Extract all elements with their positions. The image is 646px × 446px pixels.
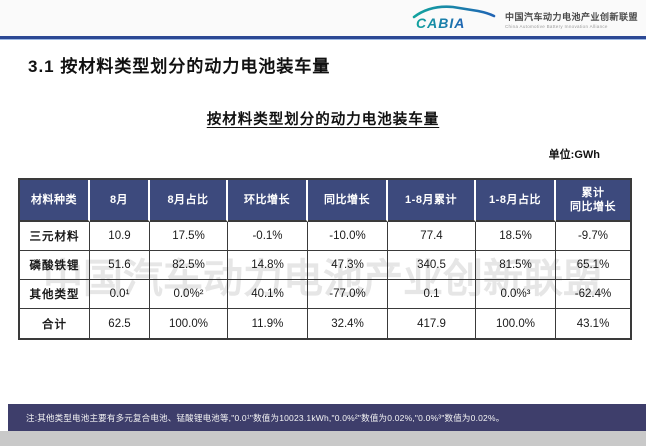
unit-label: 单位:GWh bbox=[548, 149, 600, 161]
column-header-2: 8月占比 bbox=[150, 180, 228, 222]
footer-bar: 注:其他类型电池主要有多元复合电池、锰酸锂电池等,"0.0¹"数值为10023.… bbox=[8, 404, 646, 431]
table-cell: 62.5 bbox=[90, 309, 150, 338]
table-cell: 100.0% bbox=[150, 309, 228, 338]
column-header-4: 同比增长 bbox=[308, 180, 388, 222]
chart-title: 按材料类型划分的动力电池装车量 bbox=[206, 112, 440, 128]
table-cell: 65.1% bbox=[556, 251, 630, 280]
row-label: 磷酸铁锂 bbox=[20, 251, 90, 280]
table-cell: 47.3% bbox=[308, 251, 388, 280]
cabia-logo-icon: CABIA bbox=[412, 5, 496, 31]
table-cell: 81.5% bbox=[476, 251, 556, 280]
row-label: 三元材料 bbox=[20, 222, 90, 251]
table-cell: 11.9% bbox=[228, 309, 308, 338]
table-cell: 77.4 bbox=[388, 222, 476, 251]
table-cell: -9.7% bbox=[556, 222, 630, 251]
table-cell: 100.0% bbox=[476, 309, 556, 338]
table-cell: 51.6 bbox=[90, 251, 150, 280]
org-name-cn: 中国汽车动力电池产业创新联盟 bbox=[504, 11, 638, 22]
table-body: 三元材料 10.9 17.5% -0.1% -10.0% 77.4 18.5% -9.7% 磷酸… bbox=[20, 222, 630, 338]
row-label: 合计 bbox=[20, 309, 90, 338]
table-cell: 82.5% bbox=[150, 251, 228, 280]
row-label: 其他类型 bbox=[20, 280, 90, 309]
table-container: 中国汽车动力电池产业创新联盟 材料种类 8月 8月占比 环比增长 同比增长 1-8月累计 1… bbox=[18, 178, 632, 340]
table-head: 材料种类 8月 8月占比 环比增长 同比增长 1-8月累计 1-8月占比 累计 同比增长 bbox=[20, 180, 630, 222]
org-name-en: China Automotive Battery Innovation Alli… bbox=[504, 23, 608, 29]
column-header-7: 累计 同比增长 bbox=[556, 180, 630, 222]
logo: CABIA 中国汽车动力电池产业创新联盟 China Automotive Ba… bbox=[406, 4, 638, 34]
table-cell: 0.0%³ bbox=[476, 280, 556, 309]
table-cell: 0.0%² bbox=[150, 280, 228, 309]
table-cell: -0.1% bbox=[228, 222, 308, 251]
table-cell: 417.9 bbox=[388, 309, 476, 338]
bottom-strip bbox=[0, 431, 646, 446]
table-cell: 18.5% bbox=[476, 222, 556, 251]
table-cell: 43.1% bbox=[576, 317, 610, 330]
section-title: 3.1 按材料类型划分的动力电池装车量 bbox=[28, 57, 331, 76]
table-row-2: 其他类型 0.0¹ 0.0%² 40.1% -77.0% 0.1 0.0%³ -62.4% bbox=[20, 280, 630, 309]
table-row-1: 磷酸铁锂 51.6 82.5% 14.8% 47.3% 340.5 81.5% 65.1% bbox=[20, 251, 630, 280]
table-cell: 14.8% bbox=[228, 251, 308, 280]
table-row-0: 三元材料 10.9 17.5% -0.1% -10.0% 77.4 18.5% -9.7% bbox=[20, 222, 630, 251]
column-header-1: 8月 bbox=[90, 180, 150, 222]
table-cell: 32.4% bbox=[308, 309, 388, 338]
table-cell: -62.4% bbox=[556, 280, 630, 309]
top-header: CABIA 中国汽车动力电池产业创新联盟 China Automotive Ba… bbox=[0, 0, 646, 36]
header-accent-line bbox=[0, 36, 646, 40]
table-cell: 17.5% bbox=[150, 222, 228, 251]
table-cell: -10.0% bbox=[308, 222, 388, 251]
table-cell: 0.1 bbox=[388, 280, 476, 309]
column-header-5: 1-8月累计 bbox=[388, 180, 476, 222]
table-cell: -77.0% bbox=[308, 280, 388, 309]
table-cell: 340.5 bbox=[388, 251, 476, 280]
footnote: 注:其他类型电池主要有多元复合电池、锰酸锂电池等,"0.0¹"数值为10023.… bbox=[26, 412, 505, 423]
org-names: 中国汽车动力电池产业创新联盟 China Automotive Battery … bbox=[505, 10, 638, 29]
svg-text:CABIA: CABIA bbox=[416, 15, 465, 31]
table-cell: 0.0¹ bbox=[90, 280, 150, 309]
battery-data-table: 材料种类 8月 8月占比 环比增长 同比增长 1-8月累计 1-8月占比 累计 同比增长 三元… bbox=[18, 178, 632, 340]
column-header-3: 环比增长 bbox=[228, 180, 308, 222]
column-header-6: 1-8月占比 bbox=[476, 180, 556, 222]
table-header-row: 材料种类 8月 8月占比 环比增长 同比增长 1-8月累计 1-8月占比 累计 同比增长 bbox=[20, 180, 630, 222]
table-cell: 10.9 bbox=[90, 222, 150, 251]
column-header-0: 材料种类 bbox=[20, 180, 90, 222]
table-row-3: 合计 62.5 100.0% 11.9% 32.4% 417.9 100.0% 43.1% bbox=[20, 309, 630, 338]
table-cell: 40.1% bbox=[228, 280, 308, 309]
